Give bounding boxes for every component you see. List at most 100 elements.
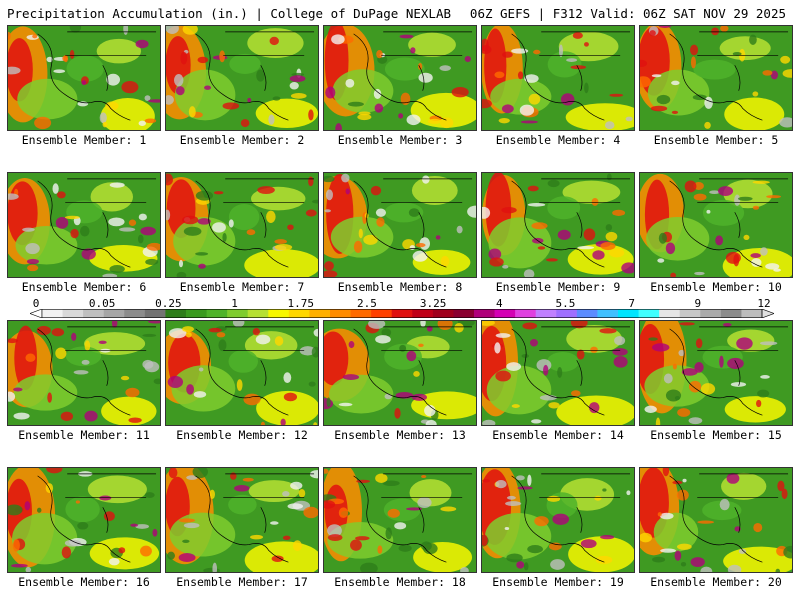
colorbar-swatch (103, 309, 125, 318)
precip-map (165, 320, 319, 426)
precip-map (7, 320, 161, 426)
colorbar-swatch (494, 309, 516, 318)
precip-map (7, 467, 161, 573)
precip-map (639, 25, 793, 131)
colorbar-swatch (659, 309, 681, 318)
colorbar-tick-label: 1 (231, 297, 238, 310)
ensemble-panel: Ensemble Member: 20 (639, 467, 793, 589)
ensemble-member-label: Ensemble Member: 20 (650, 575, 782, 589)
colorbar-swatch (391, 309, 413, 318)
ensemble-member-label: Ensemble Member: 9 (495, 280, 621, 294)
colorbar-tick-label: 2.5 (356, 297, 377, 310)
colorbar-tick-label: 9 (694, 297, 702, 310)
ensemble-panel: Ensemble Member: 14 (481, 320, 635, 442)
ensemble-panel: Ensemble Member: 18 (323, 467, 477, 589)
colorbar-swatch (62, 309, 84, 318)
ensemble-panel: Ensemble Member: 9 (481, 172, 635, 294)
ensemble-member-label: Ensemble Member: 5 (653, 133, 779, 147)
ensemble-member-label: Ensemble Member: 1 (21, 133, 147, 147)
colorbar-swatch (350, 309, 372, 318)
precip-map (165, 467, 319, 573)
precip-map (165, 25, 319, 131)
ensemble-panel: Ensemble Member: 15 (639, 320, 793, 442)
colorbar-tick-label: 4 (495, 297, 503, 310)
colorbar-swatch (556, 309, 578, 318)
precip-map (323, 172, 477, 278)
colorbar-tick-label: 7 (628, 297, 635, 310)
ensemble-member-label: Ensemble Member: 2 (179, 133, 305, 147)
precip-map (639, 320, 793, 426)
colorbar-swatch (268, 309, 290, 318)
colorbar-swatch (597, 309, 619, 318)
ensemble-member-label: Ensemble Member: 4 (495, 133, 621, 147)
colorbar-swatch (247, 309, 269, 318)
ensemble-panel: Ensemble Member: 5 (639, 25, 793, 147)
ensemble-panel: Ensemble Member: 19 (481, 467, 635, 589)
colorbar-swatch (144, 309, 166, 318)
ensemble-panel: Ensemble Member: 10 (639, 172, 793, 294)
colorbar-swatch (227, 309, 249, 318)
ensemble-member-label: Ensemble Member: 15 (650, 428, 782, 442)
ensemble-panel: Ensemble Member: 11 (7, 320, 161, 442)
colorbar-swatch (309, 309, 331, 318)
precip-map (165, 172, 319, 278)
ensemble-member-label: Ensemble Member: 19 (492, 575, 624, 589)
colorbar-swatch (165, 309, 187, 318)
colorbar-tick-label: 1.75 (287, 297, 314, 310)
colorbar-swatch (412, 309, 434, 318)
product-title: Precipitation Accumulation (in.) | Colle… (7, 6, 452, 21)
colorbar-swatch (679, 309, 701, 318)
ensemble-panel: Ensemble Member: 16 (7, 467, 161, 589)
colorbar-swatch (83, 309, 105, 318)
precip-map (323, 25, 477, 131)
colorbar-swatch (371, 309, 393, 318)
ensemble-member-label: Ensemble Member: 18 (334, 575, 466, 589)
colorbar-swatch (576, 309, 598, 318)
ensemble-member-label: Ensemble Member: 16 (18, 575, 150, 589)
colorbar-swatch (638, 309, 660, 318)
colorbar-swatch (432, 309, 454, 318)
colorbar-swatch (42, 309, 64, 318)
ensemble-member-label: Ensemble Member: 6 (21, 280, 147, 294)
ensemble-panel: Ensemble Member: 1 (7, 25, 161, 147)
colorbar-swatch (741, 309, 763, 318)
precip-map (639, 172, 793, 278)
colorbar-swatch (618, 309, 640, 318)
precip-map (481, 467, 635, 573)
model-valid-time: 06Z GEFS | F312 Valid: 06Z SAT NOV 29 20… (469, 6, 786, 21)
colorbar-swatch (535, 309, 557, 318)
ensemble-panel: Ensemble Member: 3 (323, 25, 477, 147)
ensemble-panel: Ensemble Member: 13 (323, 320, 477, 442)
precip-map (481, 172, 635, 278)
colorbar-swatch (206, 309, 228, 318)
ensemble-panel: Ensemble Member: 17 (165, 467, 319, 589)
precip-map (639, 467, 793, 573)
colorbar-tick-label: 0.25 (155, 297, 182, 310)
ensemble-member-label: Ensemble Member: 12 (176, 428, 308, 442)
colorbar-min-arrow (30, 309, 43, 318)
ensemble-panel: Ensemble Member: 12 (165, 320, 319, 442)
colorbar-tick-label: 12 (757, 297, 771, 310)
ensemble-member-label: Ensemble Member: 17 (176, 575, 308, 589)
colorbar-swatch (186, 309, 208, 318)
ensemble-panel: Ensemble Member: 6 (7, 172, 161, 294)
ensemble-member-label: Ensemble Member: 11 (18, 428, 150, 442)
colorbar-swatch (700, 309, 722, 318)
precip-map (7, 172, 161, 278)
colorbar-swatch (453, 309, 475, 318)
ensemble-member-label: Ensemble Member: 10 (650, 280, 782, 294)
precip-map (323, 467, 477, 573)
precip-map (481, 320, 635, 426)
colorbar-swatch (330, 309, 352, 318)
colorbar-swatch (515, 309, 537, 318)
colorbar-swatch (720, 309, 742, 318)
precip-colorbar: 0 0.05 0.25 1 1.75 2.5 3.25 4 5.5 7 9 12 (30, 298, 774, 320)
colorbar-swatch (474, 309, 496, 318)
ensemble-member-label: Ensemble Member: 14 (492, 428, 624, 442)
precip-map (481, 25, 635, 131)
precip-map (7, 25, 161, 131)
colorbar-swatch (288, 309, 310, 318)
precip-map (323, 320, 477, 426)
ensemble-member-label: Ensemble Member: 3 (337, 133, 463, 147)
ensemble-panel: Ensemble Member: 2 (165, 25, 319, 147)
